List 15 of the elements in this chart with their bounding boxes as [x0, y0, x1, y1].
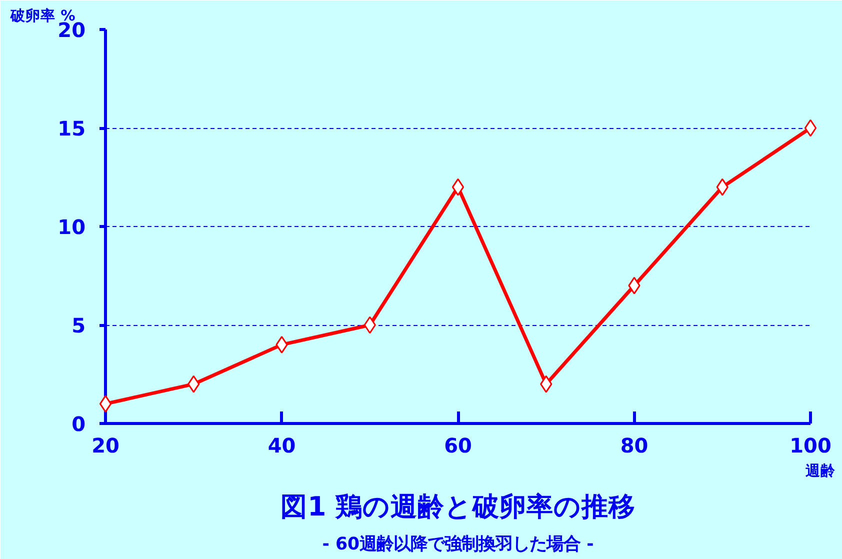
x-tick-label: 80 — [620, 434, 648, 458]
y-tick-label: 5 — [72, 314, 86, 338]
point — [99, 395, 112, 413]
y-tick-label: 0 — [72, 412, 86, 436]
x-tick-label: 40 — [268, 434, 296, 458]
x-tick-label: 60 — [444, 434, 472, 458]
x-axis-title: 週齢 — [804, 462, 836, 480]
y-tick-label: 15 — [58, 116, 86, 140]
point — [452, 178, 464, 196]
x-tick-label: 20 — [92, 434, 120, 458]
x-tick-label: 100 — [790, 434, 832, 458]
text: - 60週齢以降で強制換羽した場合 - — [322, 534, 594, 554]
y-tick-label: 10 — [58, 215, 86, 239]
point — [804, 119, 817, 137]
text: 図1 鶏の週齢と破卵率の推移 — [280, 492, 636, 522]
